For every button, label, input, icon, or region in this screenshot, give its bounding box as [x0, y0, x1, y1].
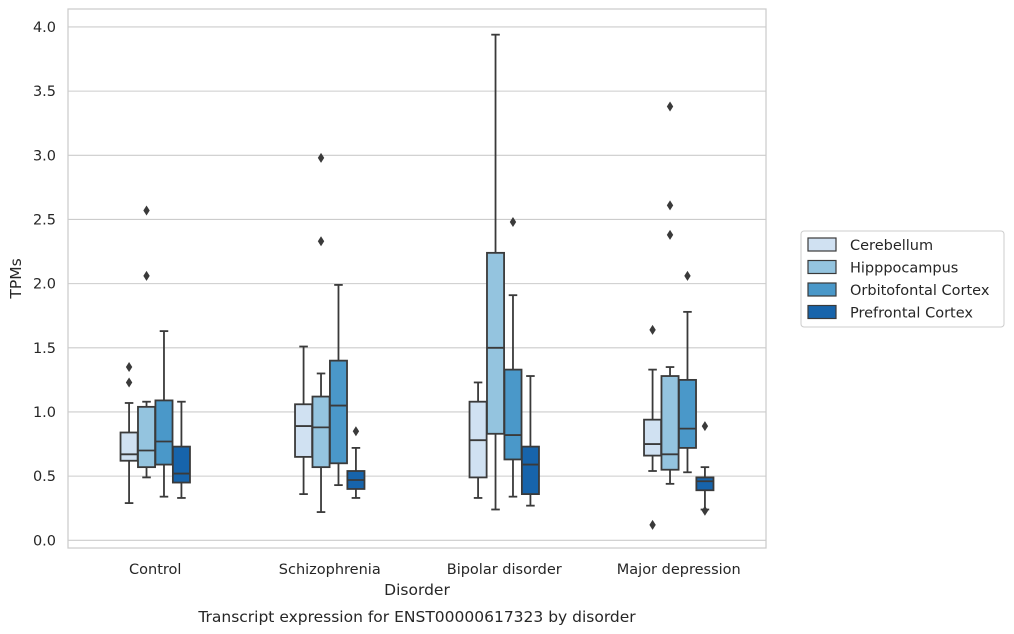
x-axis-label: Disorder: [384, 581, 450, 599]
y-tick-label: 4.0: [33, 20, 56, 36]
outlier-point: [509, 217, 517, 228]
outlier-point: [701, 421, 709, 432]
legend-label: Hipppocampus: [850, 261, 958, 277]
box-body: [119, 431, 139, 462]
box-body: [643, 418, 663, 457]
box-prefrontal-cortex: [520, 375, 540, 507]
box-body: [171, 445, 191, 484]
plot-area: [67, 8, 767, 549]
outlier-point: [684, 270, 691, 281]
box-cerebellum: [468, 381, 488, 499]
legend-frame: [800, 230, 1005, 328]
y-tick-label: 1.5: [33, 341, 56, 357]
box-cerebellum: [119, 362, 139, 504]
box-cerebellum: [643, 324, 663, 530]
outlier-point: [352, 426, 360, 437]
legend-swatch: [807, 304, 837, 320]
y-axis-label: TPMs: [7, 258, 25, 299]
legend-swatch: [807, 259, 837, 275]
outlier-point: [649, 519, 656, 530]
y-tick-label: 3.0: [33, 148, 56, 164]
box-prefrontal-cortex: [695, 421, 715, 516]
box-body: [503, 368, 523, 461]
box-hipppocampus: [137, 205, 156, 479]
box-prefrontal-cortex: [171, 400, 191, 499]
legend-label: Cerebellum: [850, 238, 933, 254]
chart-title: Transcript expression for ENST0000061732…: [197, 608, 636, 626]
box-orbitofontal-cortex: [678, 270, 697, 474]
y-tick-label: 0.0: [33, 533, 56, 549]
box-series: [119, 33, 715, 530]
box-body: [154, 399, 174, 466]
y-tick-label: 1.0: [33, 405, 56, 421]
box-hipppocampus: [486, 33, 505, 511]
x-tick-label: Schizophrenia: [279, 562, 381, 578]
outlier-point: [125, 377, 133, 388]
legend: Cerebellum Hipppocampus Orbitofontal Corte…: [800, 230, 1005, 328]
box-body: [678, 378, 697, 449]
outlier-point: [143, 205, 150, 216]
box-prefrontal-cortex: [346, 426, 366, 499]
y-tick-label: 3.5: [33, 84, 56, 100]
box-body: [329, 359, 348, 465]
box-body: [311, 395, 331, 469]
outlier-point: [125, 362, 133, 373]
outlier-point: [666, 200, 674, 211]
box-hipppocampus: [660, 101, 680, 485]
y-tick-label: 2.0: [33, 277, 56, 293]
outlier-point: [317, 236, 325, 247]
outlier-point: [649, 324, 656, 335]
box-cerebellum: [294, 345, 314, 496]
box-body: [486, 251, 505, 435]
legend-swatch: [807, 237, 837, 252]
outlier-point: [143, 270, 150, 281]
box-body: [660, 375, 680, 471]
box-orbitofontal-cortex: [503, 217, 523, 498]
legend-label: Prefrontal Cortex: [850, 306, 973, 322]
legend-label: Orbitofontal Cortex: [850, 283, 990, 299]
box-body: [695, 476, 715, 492]
x-tick-label: Major depression: [617, 562, 741, 578]
box-body: [520, 445, 540, 496]
box-body: [137, 405, 156, 469]
box-orbitofontal-cortex: [329, 284, 348, 487]
outlier-point: [317, 152, 325, 163]
outlier-point: [701, 505, 709, 516]
x-tick-label: Control: [129, 562, 181, 578]
box-body: [294, 403, 314, 458]
box-hipppocampus: [311, 152, 331, 513]
outlier-point: [666, 101, 674, 112]
y-axis-ticks: 0.0 0.5 1.0 1.5 2.0 2.5 3.0 3.5 4.0: [33, 20, 56, 549]
x-tick-label: Bipolar disorder: [447, 562, 562, 578]
outlier-point: [666, 229, 674, 240]
y-tick-label: 2.5: [33, 212, 56, 228]
legend-swatch: [807, 282, 837, 297]
x-axis-ticks: Control Schizophrenia Bipolar disorder Majo…: [129, 562, 741, 578]
box-orbitofontal-cortex: [154, 330, 174, 498]
y-tick-label: 0.5: [33, 469, 56, 485]
